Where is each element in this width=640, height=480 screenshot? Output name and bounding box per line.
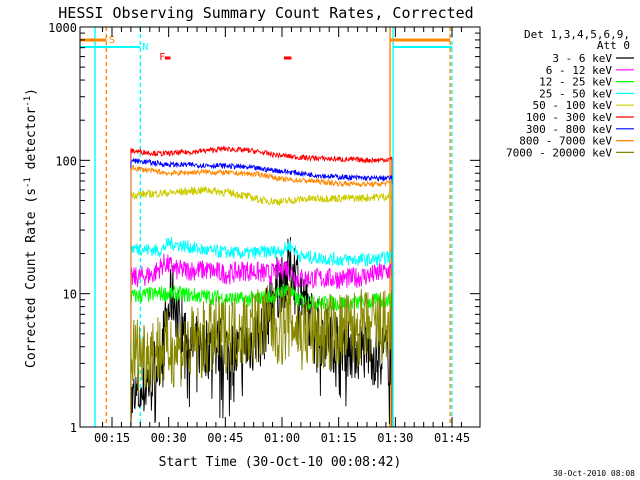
y-tick-label-2: 100 <box>55 154 77 168</box>
plot-frame <box>79 26 481 428</box>
legend-label-0: 3 - 6 keV <box>552 52 612 65</box>
x-tick-label-3: 01:00 <box>264 431 300 445</box>
series-line-6 <box>130 157 393 428</box>
y-axis-label-end: ) <box>24 88 39 96</box>
legend-label-4: 50 - 100 keV <box>533 99 613 112</box>
y-axis-label-sup2: -1 <box>23 96 33 107</box>
x-tick-label-6: 01:45 <box>434 431 470 445</box>
legend-label-2: 12 - 25 keV <box>539 76 612 89</box>
legend-label-8: 7000 - 20000 keV <box>506 146 612 159</box>
x-tick-label-2: 00:45 <box>207 431 243 445</box>
y-axis-label-main: Corrected Count Rate (s <box>24 188 39 368</box>
flag-f: F <box>159 52 165 63</box>
series-line-5 <box>130 145 393 428</box>
flag-s: S <box>109 35 115 46</box>
y-axis-label: Corrected Count Rate (s-1 detector-1) <box>23 88 39 368</box>
legend-header: Det 1,3,4,5,6,9, <box>524 28 630 41</box>
legend-label-5: 100 - 300 keV <box>526 111 612 124</box>
chart-title: HESSI Observing Summary Count Rates, Cor… <box>58 4 473 22</box>
y-axis-label-sup1: -1 <box>23 177 33 188</box>
series-line-3 <box>130 236 393 428</box>
x-tick-label-5: 01:30 <box>377 431 413 445</box>
legend-label-6: 300 - 800 keV <box>526 123 612 136</box>
flag-n: N <box>142 42 148 53</box>
x-tick-label-1: 00:30 <box>151 431 187 445</box>
series-line-1 <box>130 253 393 428</box>
legend-label-7: 800 - 7000 keV <box>519 135 612 148</box>
series-line-7 <box>130 165 393 428</box>
y-tick-label-3: 1000 <box>48 21 77 35</box>
x-tick-label-4: 01:15 <box>321 431 357 445</box>
series-line-4 <box>130 185 393 428</box>
y-axis-label-mid: detector <box>24 107 39 178</box>
y-tick-label-1: 10 <box>63 288 77 302</box>
plot-area: S NF <box>80 27 453 428</box>
legend-label-1: 6 - 12 keV <box>546 64 613 77</box>
y-tick-label-0: 1 <box>70 421 77 435</box>
legend-subheader: Att 0 <box>597 39 630 52</box>
axes: 1 10 100 1000 00:15 00:30 00:45 01:00 01:15 01:30… <box>48 21 481 445</box>
x-axis-label: Start Time (30-Oct-10 00:08:42) <box>159 455 402 470</box>
legend-label-3: 25 - 50 keV <box>539 87 612 100</box>
series-line-8 <box>130 280 393 428</box>
timestamp: 30-Oct-2010 08:08 <box>553 469 635 478</box>
x-tick-label-0: 00:15 <box>94 431 130 445</box>
